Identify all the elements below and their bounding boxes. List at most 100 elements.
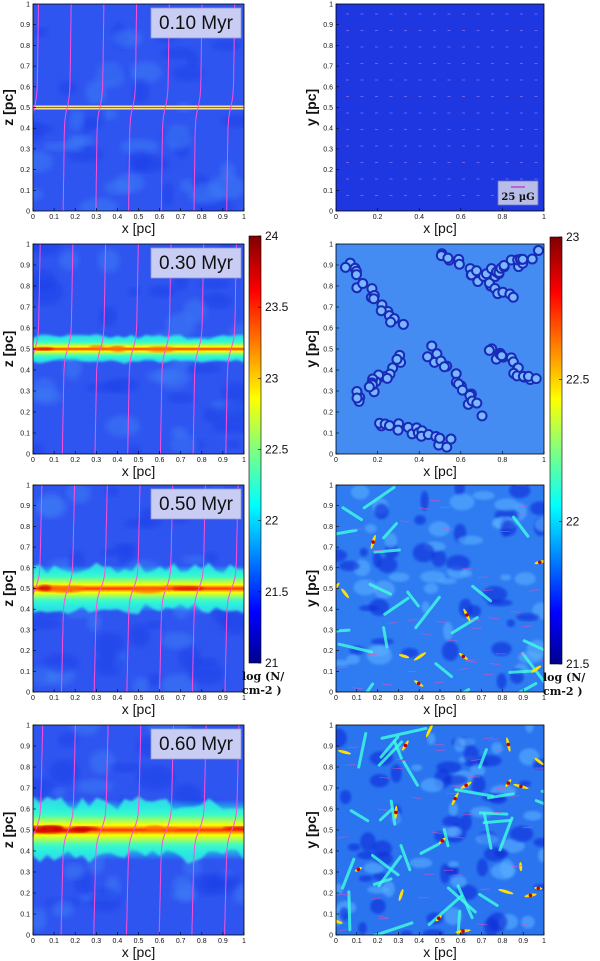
y-tick-label: 0.6 xyxy=(20,807,30,814)
density-blob xyxy=(136,765,177,790)
colorbar-label-line1: log (N/ xyxy=(543,671,586,684)
density-blob xyxy=(203,406,225,423)
field-vector xyxy=(458,668,469,671)
y-axis-label: y [pc] xyxy=(303,330,319,367)
density-blob xyxy=(423,583,439,594)
y-tick-label: 0.6 xyxy=(323,326,333,333)
panel-1-face-on: 0 0.2 0.4 0.6 0.8 1 0 0.1 0.2 0.3 0.4 0.5 0.6 0.7 0.8 0… xyxy=(303,2,546,237)
filament xyxy=(371,853,400,877)
y-tick-label: 0.3 xyxy=(20,627,30,634)
x-tick-label: 1 xyxy=(542,938,546,945)
field-vector xyxy=(495,748,506,751)
x-tick-label: 0.3 xyxy=(394,695,404,702)
dense-clump xyxy=(163,827,179,831)
x-tick-label: 0.4 xyxy=(113,214,123,221)
density-blob xyxy=(530,501,544,516)
x-tick-label: 0.4 xyxy=(113,938,123,945)
density-blob xyxy=(369,773,389,788)
bubble xyxy=(507,291,519,303)
x-axis-label: x [pc] xyxy=(122,220,155,236)
density-blob xyxy=(212,420,244,434)
field-line xyxy=(224,485,239,692)
field-vector xyxy=(519,652,530,656)
bubble xyxy=(530,373,542,385)
bubble xyxy=(517,253,529,265)
field-vector xyxy=(470,758,481,762)
density-blob xyxy=(201,292,233,309)
field-line xyxy=(159,244,172,454)
x-tick-label: 0.4 xyxy=(414,938,424,945)
dense-core-peak xyxy=(528,893,533,898)
filament xyxy=(347,890,352,932)
density-blob xyxy=(351,485,370,500)
density-blob xyxy=(450,875,467,888)
filament xyxy=(336,528,358,536)
field-line xyxy=(94,244,107,454)
density-blob xyxy=(491,641,512,657)
field-vector xyxy=(371,897,382,900)
filament xyxy=(362,485,396,510)
filament xyxy=(427,894,464,927)
y-tick-label: 0.6 xyxy=(323,565,333,572)
field-vector xyxy=(379,776,390,779)
density-blob xyxy=(445,555,471,571)
bubble xyxy=(471,265,483,277)
field-vector xyxy=(432,831,443,835)
density-blob xyxy=(183,298,207,324)
plot-area xyxy=(336,244,544,454)
y-tick-label: 0.7 xyxy=(20,786,30,793)
y-tick-label: 0 xyxy=(26,452,30,459)
y-tick-label: 0 xyxy=(329,933,333,940)
plot-area xyxy=(336,725,544,935)
density-blob xyxy=(86,382,123,393)
dense-clump xyxy=(38,584,52,592)
density-blob xyxy=(460,813,472,831)
x-tick-label: 0.2 xyxy=(70,938,80,945)
density-blob xyxy=(70,109,84,132)
density-blob xyxy=(204,877,237,895)
filament xyxy=(512,515,530,538)
y-tick-label: 0.4 xyxy=(20,607,30,614)
dense-core-peak xyxy=(440,838,445,843)
x-tick-label: 0.5 xyxy=(134,938,144,945)
plot-area xyxy=(33,485,244,692)
y-tick-label: 0.3 xyxy=(20,870,30,877)
y-tick-label: 0.6 xyxy=(20,84,30,91)
filament xyxy=(341,506,363,522)
panel-2-edge-on: 0 0.1 0.2 0.3 0.4 0.5 0.6 0.7 0.8 0.9 100.10.20.30… xyxy=(0,242,246,480)
density-blob xyxy=(476,858,488,877)
dense-clump xyxy=(63,829,88,833)
bubble xyxy=(375,305,387,317)
bubble xyxy=(532,244,544,256)
x-tick-label: 0.2 xyxy=(373,695,383,702)
density-blob xyxy=(453,736,466,752)
colorbar-label-line2: cm-2 ) xyxy=(543,685,583,698)
density-blob xyxy=(448,802,459,817)
density-blob xyxy=(358,875,373,882)
x-tick-label: 0.2 xyxy=(373,214,383,221)
density-blob xyxy=(33,269,57,292)
y-axis-label: z [pc] xyxy=(0,331,16,368)
field-vector xyxy=(337,666,348,669)
dense-clump xyxy=(111,345,126,353)
y-tick-label: 0.8 xyxy=(20,524,30,531)
field-vector xyxy=(424,873,435,875)
density-blob xyxy=(89,888,122,913)
bubble xyxy=(368,293,380,305)
field-vector xyxy=(529,589,540,592)
field-vector xyxy=(469,776,481,778)
density-blob xyxy=(211,40,242,51)
density-blob xyxy=(412,543,435,563)
dense-core-peak xyxy=(464,783,468,788)
density-blob xyxy=(33,188,44,201)
density-blob xyxy=(105,415,140,437)
x-tick-label: 0.2 xyxy=(70,214,80,221)
density-blob xyxy=(78,198,119,211)
field-vector xyxy=(434,681,445,684)
density-blob xyxy=(336,728,347,748)
x-tick-label: 0.7 xyxy=(477,695,487,702)
density-blob xyxy=(220,403,244,422)
density-blob xyxy=(388,572,410,582)
y-tick-label: 1 xyxy=(26,483,30,490)
y-tick-label: 0.8 xyxy=(20,43,30,50)
